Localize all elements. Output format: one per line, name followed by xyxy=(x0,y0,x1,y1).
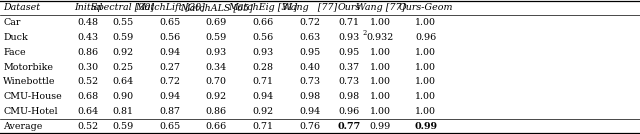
Text: 1.00: 1.00 xyxy=(370,48,390,57)
Text: 2: 2 xyxy=(363,29,367,37)
Text: 1.00: 1.00 xyxy=(415,77,436,86)
Text: 1.00: 1.00 xyxy=(415,92,436,101)
Text: 1.00: 1.00 xyxy=(370,18,390,27)
Text: 0.66: 0.66 xyxy=(205,122,227,131)
Text: 0.30: 0.30 xyxy=(77,62,99,72)
Text: 0.99: 0.99 xyxy=(414,122,437,131)
Text: 0.96: 0.96 xyxy=(415,33,436,42)
Text: 0.68: 0.68 xyxy=(77,92,99,101)
Text: 0.56: 0.56 xyxy=(252,33,274,42)
Text: 0.73: 0.73 xyxy=(338,77,360,86)
Text: MatchEig [31]: MatchEig [31] xyxy=(228,3,298,12)
Text: 0.63: 0.63 xyxy=(299,33,321,42)
Text: 0.55: 0.55 xyxy=(112,18,134,27)
Text: 1.00: 1.00 xyxy=(370,62,390,72)
Text: MatchLift [30]: MatchLift [30] xyxy=(134,3,205,12)
Text: 0.76: 0.76 xyxy=(299,122,321,131)
Text: MatchALS [65]: MatchALS [65] xyxy=(180,3,253,12)
Text: 0.86: 0.86 xyxy=(205,107,227,116)
Text: 0.73: 0.73 xyxy=(299,77,321,86)
Text: 0.28: 0.28 xyxy=(253,62,273,72)
Text: Ours: Ours xyxy=(337,3,360,12)
Text: Winebottle: Winebottle xyxy=(3,77,56,86)
Text: 0.96: 0.96 xyxy=(338,107,360,116)
Text: 0.77: 0.77 xyxy=(337,122,360,131)
Text: Wang   [77]: Wang [77] xyxy=(282,3,337,12)
Text: 1.00: 1.00 xyxy=(370,77,390,86)
Text: 0.93: 0.93 xyxy=(252,48,274,57)
Text: 0.71: 0.71 xyxy=(253,77,273,86)
Text: 1.00: 1.00 xyxy=(415,107,436,116)
Text: 0.48: 0.48 xyxy=(78,18,99,27)
Text: Face: Face xyxy=(3,48,26,57)
Text: 0.70: 0.70 xyxy=(206,77,227,86)
Text: 1.00: 1.00 xyxy=(415,48,436,57)
Text: 0.65: 0.65 xyxy=(159,122,180,131)
Text: 0.95: 0.95 xyxy=(338,48,360,57)
Text: 0.92: 0.92 xyxy=(205,92,227,101)
Text: 0.52: 0.52 xyxy=(77,122,99,131)
Text: 0.90: 0.90 xyxy=(112,92,134,101)
Text: Duck: Duck xyxy=(3,33,28,42)
Text: Initial: Initial xyxy=(74,3,102,12)
Text: 0.59: 0.59 xyxy=(205,33,227,42)
Text: 1.00: 1.00 xyxy=(415,18,436,27)
Text: 0.94: 0.94 xyxy=(159,48,180,57)
Text: 0.99: 0.99 xyxy=(369,122,391,131)
Text: CMU-Hotel: CMU-Hotel xyxy=(3,107,58,116)
Text: 0.34: 0.34 xyxy=(205,62,227,72)
Text: CMU-House: CMU-House xyxy=(3,92,62,101)
Text: 0.59: 0.59 xyxy=(112,122,134,131)
Text: 1.00: 1.00 xyxy=(370,92,390,101)
Text: Average: Average xyxy=(3,122,43,131)
Text: 0.72: 0.72 xyxy=(159,77,180,86)
Text: 0.52: 0.52 xyxy=(77,77,99,86)
Text: 0.56: 0.56 xyxy=(159,33,180,42)
Text: 0.69: 0.69 xyxy=(205,18,227,27)
Text: 0.92: 0.92 xyxy=(112,48,134,57)
Text: Wang [77]: Wang [77] xyxy=(356,3,404,12)
Text: 0.59: 0.59 xyxy=(112,33,134,42)
Text: 1.00: 1.00 xyxy=(370,107,390,116)
Text: 0.72: 0.72 xyxy=(300,18,320,27)
Text: Motorbike: Motorbike xyxy=(3,62,53,72)
Text: 0.932: 0.932 xyxy=(367,33,394,42)
Text: 0.86: 0.86 xyxy=(77,48,99,57)
Text: Ours-Geom: Ours-Geom xyxy=(398,3,453,12)
Text: 0.95: 0.95 xyxy=(299,48,321,57)
Text: 0.27: 0.27 xyxy=(159,62,180,72)
Text: 0.93: 0.93 xyxy=(338,33,360,42)
Text: 0.81: 0.81 xyxy=(113,107,133,116)
Text: Dataset: Dataset xyxy=(3,3,40,12)
Text: 0.92: 0.92 xyxy=(252,107,274,116)
Text: 0.25: 0.25 xyxy=(112,62,134,72)
Text: 0.98: 0.98 xyxy=(338,92,360,101)
Text: Car: Car xyxy=(3,18,20,27)
Text: Spectral [30]: Spectral [30] xyxy=(92,3,154,12)
Text: 0.87: 0.87 xyxy=(159,107,180,116)
Text: 0.64: 0.64 xyxy=(77,107,99,116)
Text: 0.37: 0.37 xyxy=(338,62,360,72)
Text: 0.93: 0.93 xyxy=(205,48,227,57)
Text: 0.94: 0.94 xyxy=(252,92,274,101)
Text: 0.66: 0.66 xyxy=(252,18,274,27)
Text: 0.71: 0.71 xyxy=(339,18,359,27)
Text: 0.43: 0.43 xyxy=(77,33,99,42)
Text: 0.65: 0.65 xyxy=(159,18,180,27)
Text: 0.71: 0.71 xyxy=(253,122,273,131)
Text: 0.94: 0.94 xyxy=(159,92,180,101)
Text: 1.00: 1.00 xyxy=(415,62,436,72)
Text: 0.40: 0.40 xyxy=(300,62,320,72)
Text: 0.94: 0.94 xyxy=(299,107,321,116)
Text: 0.98: 0.98 xyxy=(299,92,321,101)
Text: 0.64: 0.64 xyxy=(112,77,134,86)
